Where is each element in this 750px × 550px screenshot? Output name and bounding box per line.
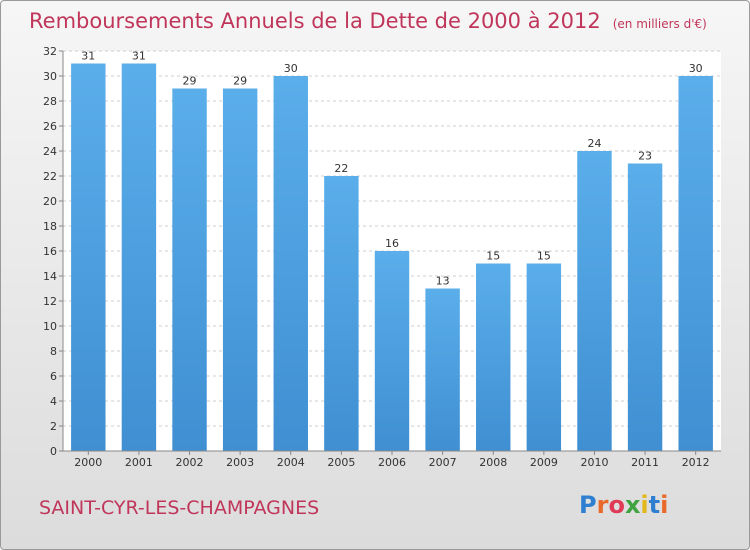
bar [577, 151, 612, 451]
y-tick-label: 28 [43, 95, 57, 108]
bar [121, 63, 157, 451]
data-label: 29 [183, 75, 197, 88]
x-tick-label: 2011 [631, 456, 659, 469]
data-label: 16 [385, 237, 399, 250]
x-tick-label: 2005 [327, 456, 355, 469]
bar [476, 263, 511, 451]
bar [222, 88, 258, 451]
y-tick-label: 0 [50, 445, 57, 458]
y-tick-label: 14 [43, 270, 57, 283]
bars [71, 63, 713, 451]
place-name: SAINT-CYR-LES-CHAMPAGNES [39, 497, 320, 519]
data-label: 30 [284, 62, 298, 75]
x-tick-label: 2009 [530, 456, 558, 469]
bar [172, 88, 207, 451]
axes [59, 50, 721, 455]
bar [425, 288, 460, 451]
chart-title-text: Remboursements Annuels de la Dette de 20… [29, 9, 601, 33]
x-tick-label: 2006 [378, 456, 406, 469]
y-tick-label: 2 [50, 420, 57, 433]
y-tick-label: 6 [50, 370, 57, 383]
chart-unit: (en milliers d'€) [612, 17, 707, 31]
data-label: 31 [81, 50, 95, 63]
y-tick-label: 16 [43, 245, 57, 258]
bar [627, 163, 663, 451]
logo-letter: x [624, 491, 641, 519]
logo-letter: i [660, 491, 669, 519]
y-tick-label: 4 [50, 395, 57, 408]
data-label: 22 [334, 162, 348, 175]
bar [71, 63, 106, 451]
logo-letter: o [608, 491, 625, 519]
bar [324, 176, 359, 451]
bar [526, 263, 562, 451]
data-label: 15 [486, 250, 500, 263]
data-label: 24 [587, 137, 601, 150]
x-tick-label: 2003 [226, 456, 254, 469]
x-tick-label: 2012 [682, 456, 710, 469]
logo-letter: t [648, 491, 661, 519]
logo-letter: P [579, 491, 597, 519]
data-label: 30 [689, 62, 703, 75]
data-label: 31 [132, 50, 146, 63]
x-tick-label: 2004 [277, 456, 305, 469]
data-label: 15 [537, 250, 551, 263]
bar [374, 251, 410, 451]
y-tick-label: 22 [43, 170, 57, 183]
y-tick-label: 10 [43, 320, 57, 333]
x-tick-label: 2007 [429, 456, 457, 469]
x-tick-label: 2000 [74, 456, 102, 469]
data-label: 23 [638, 150, 652, 163]
bar [678, 76, 713, 451]
y-tick-label: 24 [43, 145, 57, 158]
bar [273, 76, 308, 451]
x-tick-label: 2001 [125, 456, 153, 469]
y-tick-label: 32 [43, 45, 57, 58]
y-tick-label: 20 [43, 195, 57, 208]
data-label: 13 [436, 275, 450, 288]
x-tick-label: 2002 [176, 456, 204, 469]
x-tick-label: 2008 [479, 456, 507, 469]
data-label: 29 [233, 75, 247, 88]
y-tick-label: 26 [43, 120, 57, 133]
y-tick-label: 30 [43, 70, 57, 83]
proxiti-logo[interactable]: Proxiti [579, 491, 668, 519]
x-tick-label: 2010 [580, 456, 608, 469]
y-tick-label: 8 [50, 345, 57, 358]
logo-letter: i [640, 491, 649, 519]
logo-letter: r [596, 491, 609, 519]
y-tick-label: 18 [43, 220, 57, 233]
chart-title: Remboursements Annuels de la Dette de 20… [29, 9, 707, 33]
y-tick-label: 12 [43, 295, 57, 308]
